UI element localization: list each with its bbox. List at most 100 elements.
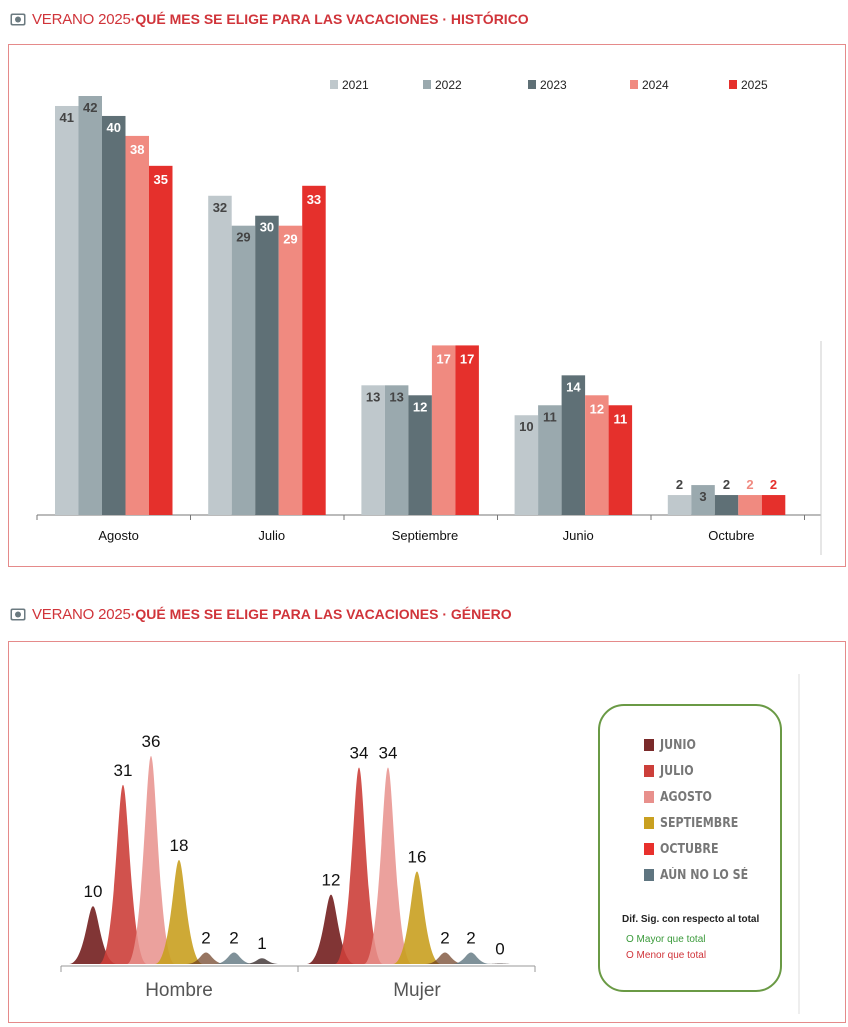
section-title-light: VERANO 2025	[32, 10, 131, 28]
bar-value-label: 17	[436, 351, 450, 366]
peak-mujer-6	[482, 963, 518, 964]
significance-more: O Mayor que total	[626, 934, 706, 945]
bar-value-label: 17	[460, 351, 474, 366]
bar-agosto-2025	[149, 165, 173, 515]
bar-septiembre-2023	[408, 395, 432, 515]
category-label: Octubre	[708, 528, 754, 543]
bar-value-label: 11	[543, 409, 557, 424]
bar-value-label: 10	[519, 419, 533, 434]
legend-swatch	[644, 791, 654, 803]
bar-septiembre-2024	[431, 345, 456, 515]
bar-value-label: 30	[260, 220, 274, 235]
bar-value-label: 13	[389, 389, 403, 404]
peak-value-label: 34	[379, 744, 398, 763]
bar-julio-2024	[278, 225, 303, 515]
legend-label: OCTUBRE	[660, 841, 719, 857]
peak-mujer-4	[425, 952, 465, 964]
peak-mujer-5	[451, 952, 491, 964]
bar-julio-2023	[255, 215, 279, 515]
section-title-genero: VERANO 2025 · QUÉ MES SE ELIGE PARA LAS …	[10, 603, 512, 625]
bar-septiembre-2022	[384, 385, 409, 515]
legend-item-septiembre: SEPTIEMBRE	[644, 814, 752, 832]
bar-value-label: 38	[130, 142, 144, 157]
legend-label-2025: 2025	[741, 78, 768, 92]
peak-value-label: 10	[84, 882, 103, 901]
bar-value-label: 12	[590, 401, 604, 416]
bar-agosto-2022	[78, 96, 102, 515]
significance-less: O Menor que total	[626, 950, 707, 961]
legend-label-2024: 2024	[642, 78, 669, 92]
peak-value-label: 31	[114, 761, 133, 780]
camera-icon	[10, 608, 26, 621]
bar-agosto-2024	[125, 135, 149, 515]
bar-octubre-2025	[761, 495, 786, 515]
bar-value-label: 2	[723, 477, 730, 492]
legend-swatch	[644, 817, 654, 829]
bar-value-label: 14	[566, 379, 581, 394]
bar-value-label: 42	[83, 100, 97, 115]
peak-value-label: 34	[350, 744, 369, 763]
legend-label-2021: 2021	[342, 78, 369, 92]
section-title-bold: QUÉ MES SE ELIGE PARA LAS VACACIONES · G…	[135, 606, 512, 622]
bar-septiembre-2025	[455, 345, 479, 515]
bar-value-label: 29	[236, 230, 250, 245]
bar-junio-2023	[561, 375, 586, 515]
category-label: Julio	[258, 528, 285, 543]
legend-label: SEPTIEMBRE	[660, 815, 739, 831]
bar-agosto-2021	[55, 105, 79, 515]
section-title-historico: VERANO 2025 · QUÉ MES SE ELIGE PARA LAS …	[10, 8, 529, 30]
legend-swatch-2022	[423, 80, 431, 89]
peak-hombre-6	[244, 958, 280, 964]
bar-junio-2025	[608, 405, 633, 515]
bar-value-label: 11	[613, 411, 627, 426]
legend-label-2022: 2022	[435, 78, 462, 92]
category-label: Agosto	[98, 528, 138, 543]
bar-value-label: 2	[770, 477, 777, 492]
section-title-bold: QUÉ MES SE ELIGE PARA LAS VACACIONES · H…	[135, 11, 529, 27]
bar-value-label: 12	[413, 399, 427, 414]
legend-box-genero: JUNIO JULIO AGOSTO SEPTIEMBRE OCTUBRE AÚ…	[598, 704, 782, 992]
peak-hombre-1	[99, 784, 147, 964]
legend-item-aun-no-lo-se: AÚN NO LO SÉ	[644, 866, 764, 884]
group-label-mujer: Mujer	[393, 980, 441, 1001]
legend-item-octubre: OCTUBRE	[644, 840, 729, 858]
legend-swatch	[644, 869, 654, 881]
bar-value-label: 2	[676, 477, 683, 492]
group-label-hombre: Hombre	[145, 980, 213, 1001]
peak-value-label: 2	[229, 928, 238, 947]
legend-item-julio: JULIO	[644, 762, 700, 780]
bar-value-label: 40	[107, 120, 121, 135]
bar-value-label: 13	[366, 389, 380, 404]
bar-value-label: 33	[307, 192, 321, 207]
section-title-separator: ·	[130, 606, 136, 622]
peak-value-label: 18	[170, 836, 189, 855]
peak-hombre-4	[186, 952, 226, 964]
section-title-light: VERANO 2025	[32, 605, 131, 623]
chart-panel-historico: 41 42 40 38 35 Agosto 32 29 30 29 33 Julio 13 13 12 17 1…	[8, 44, 846, 567]
legend-label: AÚN NO LO SÉ	[660, 867, 749, 883]
peak-value-label: 1	[257, 934, 266, 953]
bar-value-label: 35	[154, 172, 168, 187]
legend-swatch	[644, 739, 654, 751]
peak-value-label: 16	[408, 848, 427, 867]
category-label: Septiembre	[392, 528, 458, 543]
legend-swatch-2024	[630, 80, 638, 89]
peak-hombre-0	[69, 906, 117, 964]
bar-octubre-2022	[691, 485, 715, 515]
section-title-separator: ·	[130, 11, 136, 27]
bar-value-label: 32	[213, 200, 227, 215]
legend-swatch-2025	[729, 80, 737, 89]
bar-junio-2024	[585, 395, 609, 515]
peak-value-label: 2	[440, 928, 449, 947]
bar-value-label: 3	[699, 489, 706, 504]
bar-julio-2022	[231, 225, 256, 515]
peak-mujer-1	[335, 767, 383, 964]
bar-octubre-2021	[667, 495, 692, 515]
bar-value-label: 41	[60, 110, 74, 125]
camera-icon	[10, 13, 26, 26]
peak-hombre-3	[155, 860, 203, 964]
peak-mujer-3	[393, 871, 441, 964]
legend-swatch-2023	[528, 80, 536, 89]
